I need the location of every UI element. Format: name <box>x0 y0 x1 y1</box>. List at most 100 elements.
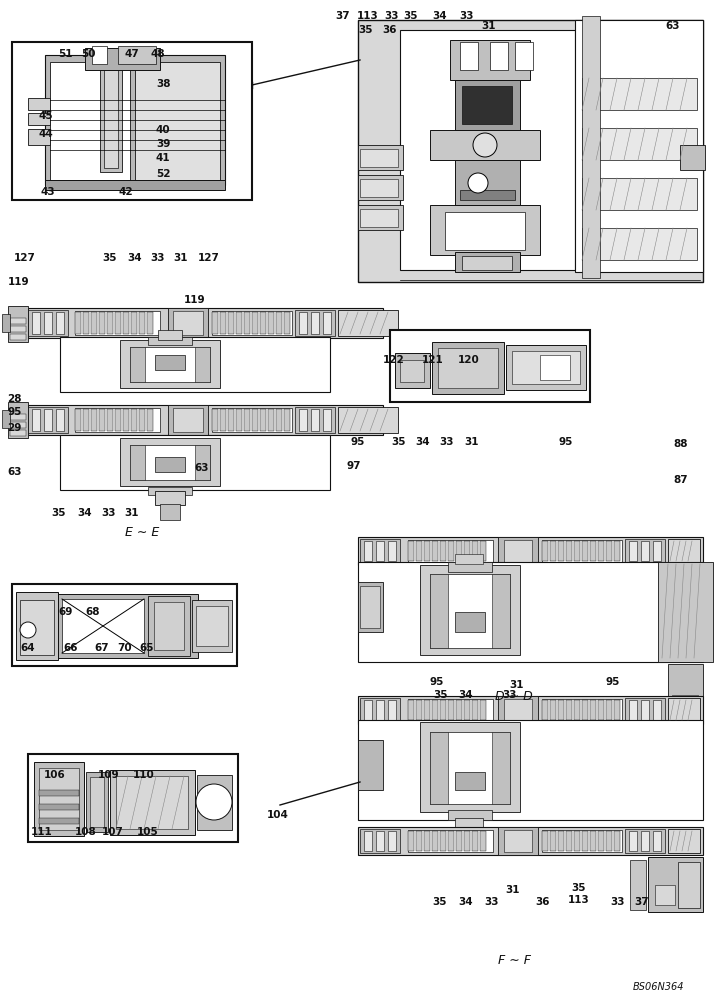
Bar <box>364 541 372 561</box>
Bar <box>212 409 218 431</box>
Bar <box>455 80 520 130</box>
Text: 108: 108 <box>75 827 97 837</box>
Bar <box>629 831 637 851</box>
Bar <box>92 46 107 64</box>
Text: 42: 42 <box>119 187 133 197</box>
Bar <box>236 409 242 431</box>
Bar <box>45 55 225 185</box>
Text: 33: 33 <box>503 690 517 700</box>
Bar <box>542 700 548 720</box>
Bar <box>420 722 520 812</box>
Bar <box>358 175 403 200</box>
Bar <box>448 700 454 720</box>
Bar <box>598 541 604 561</box>
Bar <box>364 700 372 720</box>
Bar <box>582 700 588 720</box>
Text: 43: 43 <box>41 187 55 197</box>
Bar <box>430 732 510 804</box>
Bar <box>590 541 596 561</box>
Text: 33: 33 <box>459 11 473 21</box>
Bar <box>115 312 121 334</box>
Bar <box>12 584 237 666</box>
Bar <box>110 770 195 835</box>
Text: 70: 70 <box>117 643 132 653</box>
Bar <box>672 695 698 715</box>
Bar <box>430 574 510 648</box>
Bar <box>430 130 540 160</box>
Bar <box>195 347 210 382</box>
Bar <box>440 541 446 561</box>
Bar <box>606 831 612 851</box>
Bar <box>575 20 703 272</box>
Bar <box>60 435 330 490</box>
Bar <box>498 537 538 565</box>
Bar <box>295 310 335 336</box>
Bar <box>100 67 122 172</box>
Bar <box>2 410 10 428</box>
Text: 28: 28 <box>7 394 21 404</box>
Text: 37: 37 <box>634 897 649 907</box>
Bar <box>424 700 430 720</box>
Bar <box>455 772 485 790</box>
Bar <box>39 768 79 830</box>
Bar <box>60 337 330 392</box>
Bar <box>295 407 335 433</box>
Text: 35: 35 <box>571 883 586 893</box>
Bar <box>173 311 203 335</box>
Bar <box>566 700 572 720</box>
Circle shape <box>196 784 232 820</box>
Bar <box>131 409 137 431</box>
Bar <box>582 128 697 160</box>
Bar <box>155 491 185 505</box>
Bar <box>160 504 180 520</box>
Text: 31: 31 <box>173 253 188 263</box>
Bar <box>629 700 637 720</box>
Bar <box>408 700 414 720</box>
Bar <box>460 830 478 848</box>
Bar <box>39 818 79 824</box>
Text: 95: 95 <box>7 407 21 417</box>
Bar <box>438 348 498 388</box>
Bar <box>455 818 483 832</box>
Bar <box>448 562 492 572</box>
Bar <box>448 831 454 851</box>
Bar <box>311 312 319 334</box>
Text: 110: 110 <box>132 770 154 780</box>
Text: 113: 113 <box>357 11 379 21</box>
Bar <box>455 160 520 205</box>
Bar <box>430 205 540 255</box>
Bar <box>472 831 478 851</box>
Bar <box>582 78 697 110</box>
Text: 33: 33 <box>484 897 498 907</box>
Bar <box>10 430 26 436</box>
Bar <box>648 857 703 912</box>
Bar <box>432 541 438 561</box>
Circle shape <box>468 173 488 193</box>
Text: 38: 38 <box>156 79 170 89</box>
Bar <box>550 700 556 720</box>
Text: 64: 64 <box>21 643 35 653</box>
Text: 120: 120 <box>458 355 479 365</box>
Bar <box>512 351 580 384</box>
Circle shape <box>20 622 36 638</box>
Bar <box>490 42 508 70</box>
Bar <box>168 405 208 435</box>
Bar <box>625 698 665 722</box>
Text: 65: 65 <box>140 643 154 653</box>
Bar <box>388 700 396 720</box>
Bar <box>12 42 252 200</box>
Bar <box>408 830 493 852</box>
Bar <box>566 541 572 561</box>
Bar <box>358 537 703 565</box>
Bar <box>480 831 486 851</box>
Bar <box>360 149 398 167</box>
Text: 95: 95 <box>606 677 620 687</box>
Text: 69: 69 <box>58 607 72 617</box>
Text: 119: 119 <box>184 295 205 305</box>
Bar <box>75 311 160 335</box>
Bar <box>56 409 64 431</box>
Bar <box>480 700 486 720</box>
Text: 31: 31 <box>510 680 524 690</box>
Bar <box>472 700 478 720</box>
Bar <box>58 594 198 658</box>
